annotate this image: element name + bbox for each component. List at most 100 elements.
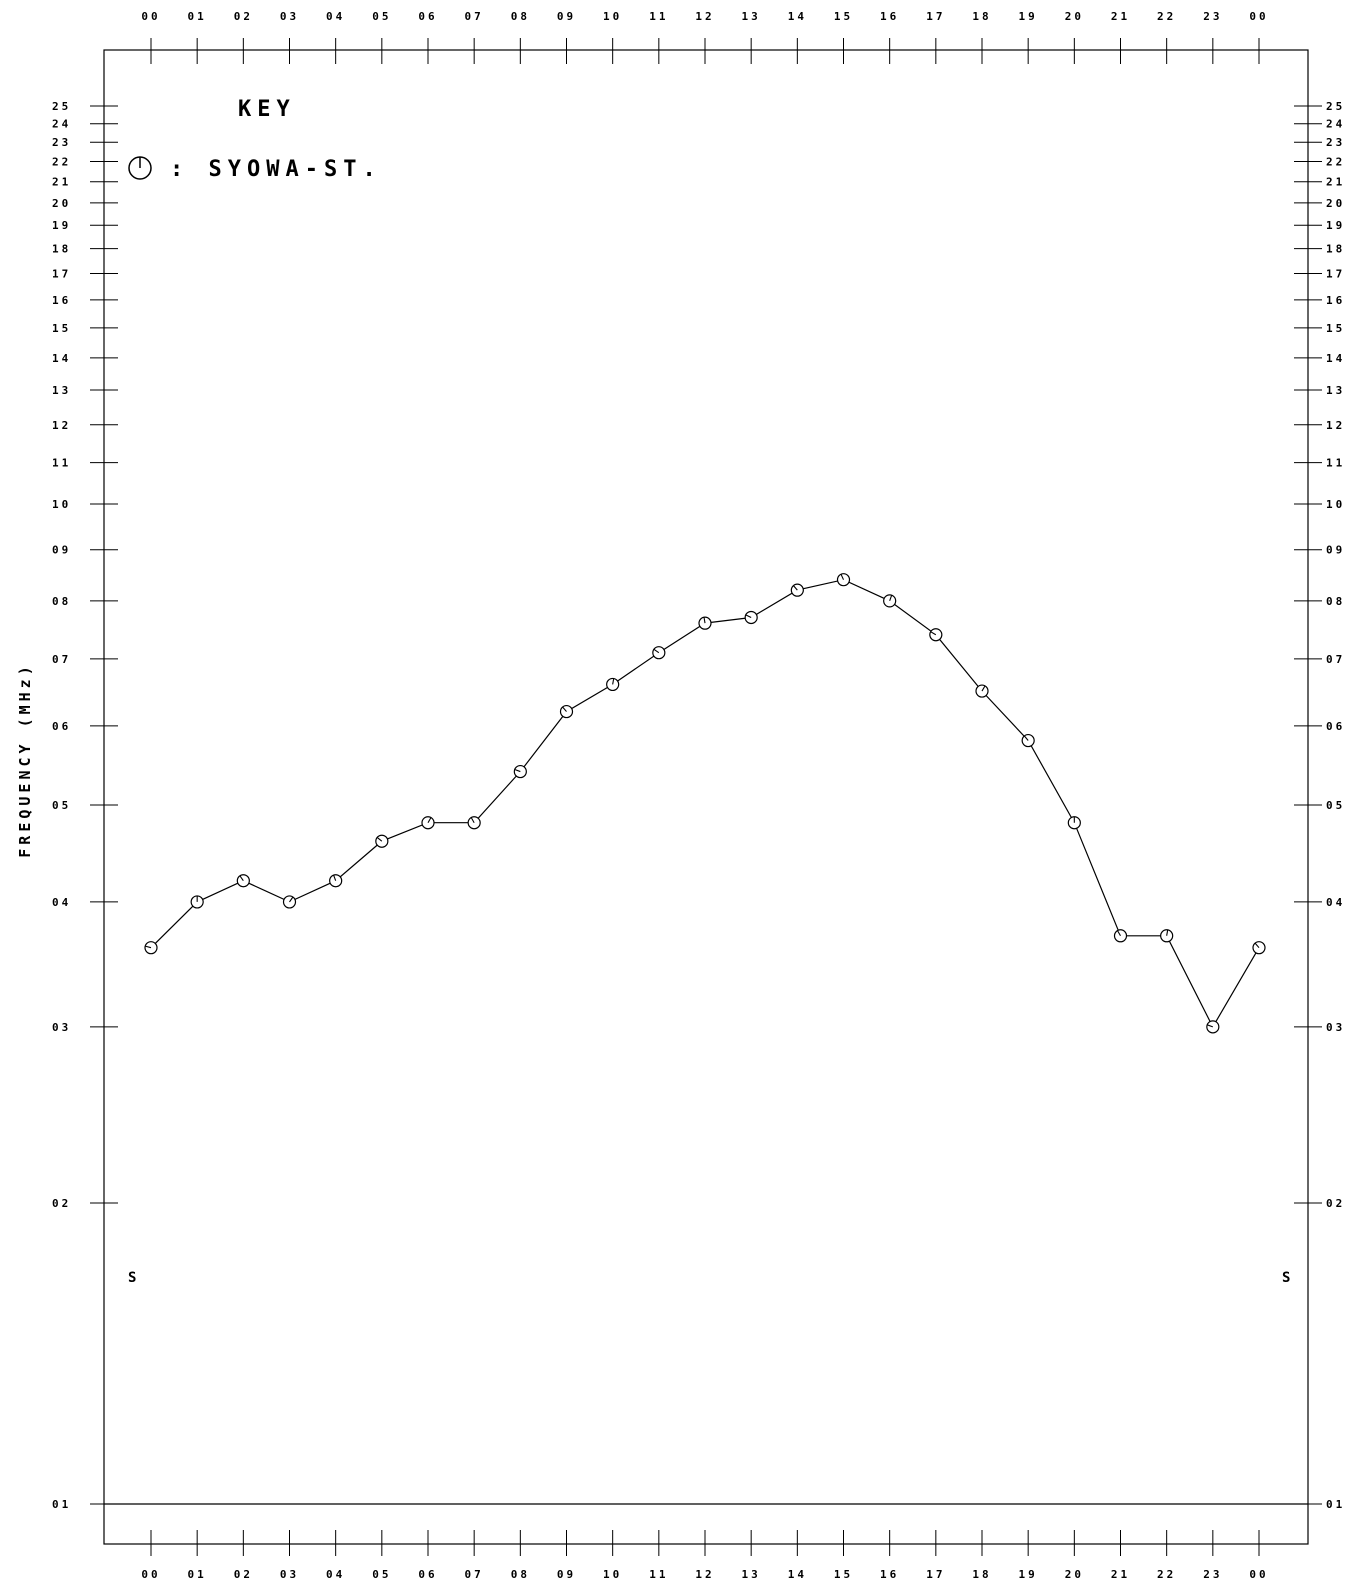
y-tick-label-left: 20 (52, 197, 71, 210)
data-point (467, 816, 481, 830)
x-tick-label-top: 02 (234, 10, 253, 23)
y-tick-label-right: 09 (1326, 544, 1345, 557)
y-tick-label-right: 15 (1326, 322, 1345, 335)
data-point-tick (1166, 929, 1169, 936)
y-tick-label-right: 24 (1326, 118, 1345, 131)
data-point (790, 583, 804, 597)
x-tick-label-top: 00 (141, 10, 160, 23)
x-tick-label-bottom: 00 (1249, 1568, 1268, 1581)
y-tick-label-left: 24 (52, 118, 71, 131)
x-tick-label-top: 05 (372, 10, 391, 23)
data-point (1067, 816, 1081, 830)
x-tick-label-top: 10 (603, 10, 622, 23)
x-tick-label-bottom: 08 (511, 1568, 530, 1581)
y-tick-label-left: 05 (52, 799, 71, 812)
data-point-tick (514, 768, 521, 773)
y-tick-label-left: 21 (52, 176, 71, 189)
x-tick-label-bottom: 10 (603, 1568, 622, 1581)
x-tick-label-top: 15 (834, 10, 853, 23)
data-point-tick (1117, 930, 1121, 937)
y-tick-label-right: 18 (1326, 243, 1345, 256)
data-point-tick (981, 685, 986, 692)
x-tick-label-top: 06 (418, 10, 437, 23)
data-point (1206, 1020, 1220, 1034)
y-tick-label-left: 13 (52, 384, 71, 397)
y-axis-ticks: 01 01 02 02 03 03 04 04 05 05 06 06 07 07 08 08 09 09 10 10… (52, 100, 1345, 1511)
x-tick-label-bottom: 23 (1203, 1568, 1222, 1581)
data-point-tick (1207, 1024, 1214, 1028)
x-tick-label-bottom: 18 (972, 1568, 991, 1581)
y-tick-label-left: 03 (52, 1021, 71, 1034)
data-point-tick (376, 836, 383, 842)
data-point (1160, 929, 1174, 943)
x-tick-label-top: 23 (1203, 10, 1222, 23)
x-tick-label-bottom: 07 (465, 1568, 484, 1581)
y-tick-label-left: 19 (52, 219, 71, 232)
y-tick-label-left: 04 (52, 896, 71, 909)
plot-frame (103, 49, 1309, 1545)
x-tick-label-top: 11 (649, 10, 668, 23)
x-tick-label-bottom: 12 (695, 1568, 714, 1581)
data-point (236, 874, 250, 888)
x-tick-label-bottom: 11 (649, 1568, 668, 1581)
y-tick-label-left: 02 (52, 1197, 71, 1210)
x-tick-label-top: 09 (557, 10, 576, 23)
x-tick-label-bottom: 22 (1157, 1568, 1176, 1581)
data-point (606, 677, 620, 692)
data-point (975, 684, 989, 698)
y-tick-label-right: 11 (1326, 457, 1345, 470)
y-tick-label-right: 17 (1326, 267, 1345, 280)
series-layer (144, 573, 1266, 1034)
x-tick-label-top: 20 (1065, 10, 1084, 23)
x-tick-label-top: 19 (1019, 10, 1038, 23)
y-tick-label-left: 23 (52, 136, 71, 149)
y-tick-label-left: 01 (52, 1498, 71, 1511)
y-tick-label-right: 25 (1326, 100, 1345, 113)
data-point (652, 646, 666, 660)
x-tick-label-top: 00 (1249, 10, 1268, 23)
x-tick-label-bottom: 21 (1111, 1568, 1130, 1581)
data-point-tick (333, 874, 337, 881)
x-tick-label-bottom: 00 (141, 1568, 160, 1581)
data-point-tick (289, 896, 294, 903)
x-tick-label-bottom: 05 (372, 1568, 391, 1581)
x-tick-label-bottom: 03 (280, 1568, 299, 1581)
y-tick-label-left: 08 (52, 595, 71, 608)
y-tick-label-left: 07 (52, 653, 71, 666)
key-title: KEY (238, 97, 296, 122)
data-point (513, 764, 527, 779)
data-point-tick (239, 875, 244, 882)
y-tick-label-right: 05 (1326, 799, 1345, 812)
data-point (375, 834, 389, 848)
key-symbol-icon (128, 156, 152, 180)
y-tick-label-right: 16 (1326, 294, 1345, 307)
y-tick-label-right: 02 (1326, 1197, 1345, 1210)
x-tick-label-top: 18 (972, 10, 991, 23)
y-tick-label-right: 13 (1326, 384, 1345, 397)
y-tick-label-right: 21 (1326, 176, 1345, 189)
y-tick-label-left: 15 (52, 322, 71, 335)
data-point (421, 816, 435, 830)
y-tick-label-right: 07 (1326, 653, 1345, 666)
y-tick-label-left: 10 (52, 498, 71, 511)
data-point-tick (703, 617, 706, 624)
data-point (929, 628, 943, 642)
y-tick-label-right: 23 (1326, 136, 1345, 149)
y-axis-title: FREQUENCY (MHz) (16, 662, 34, 857)
left-end-marker: S (128, 1270, 136, 1286)
data-point (282, 895, 297, 909)
data-point (190, 895, 204, 909)
y-tick-label-right: 04 (1326, 896, 1345, 909)
x-tick-label-bottom: 06 (418, 1568, 437, 1581)
data-point-tick (145, 945, 152, 949)
x-tick-label-top: 12 (695, 10, 714, 23)
data-point-tick (562, 706, 567, 712)
y-tick-label-left: 18 (52, 243, 71, 256)
x-tick-label-bottom: 04 (326, 1568, 345, 1581)
data-point-tick (930, 631, 937, 636)
data-point-tick (889, 595, 893, 602)
data-point-tick (1254, 942, 1260, 949)
y-tick-label-left: 25 (52, 100, 71, 113)
